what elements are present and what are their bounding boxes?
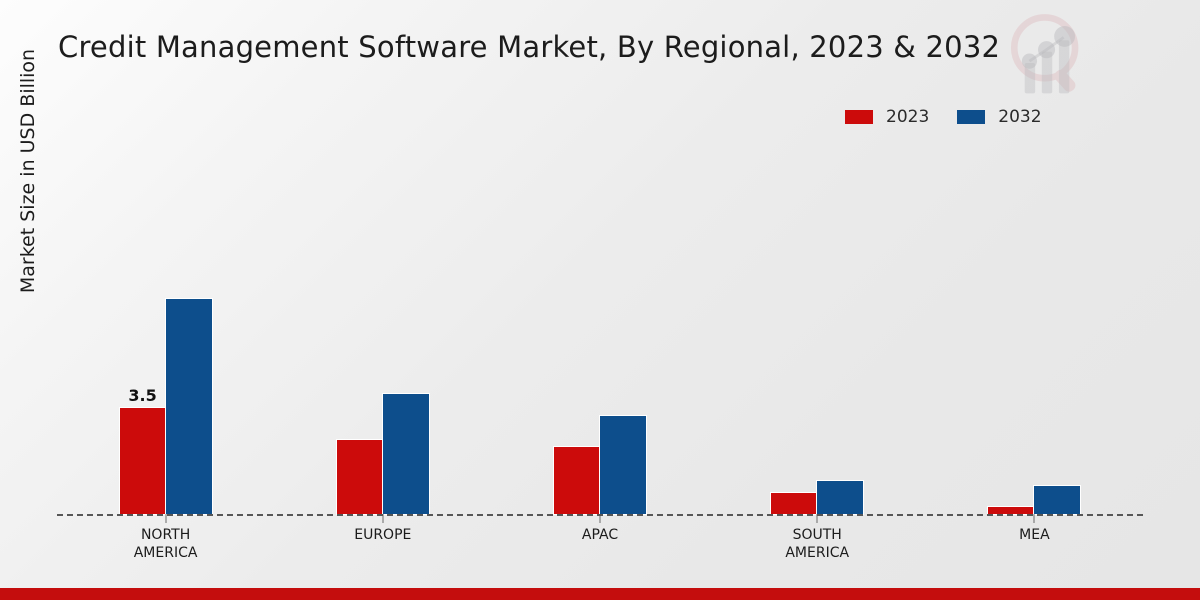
bar-groups: 3.5 NORTH AMERICA EUROPE APAC (57, 140, 1143, 561)
bars (709, 140, 926, 515)
bottom-accent-strip (0, 588, 1200, 600)
axis-tick (599, 514, 601, 523)
legend-label-2032: 2032 (998, 107, 1042, 127)
bar-2032-mea[interactable] (1033, 484, 1082, 516)
category-label-south-america: SOUTH AMERICA (785, 527, 850, 562)
legend-label-2023: 2023 (886, 107, 930, 127)
bar-2023-mea[interactable] (987, 505, 1036, 516)
bar-2023-europe[interactable] (335, 438, 384, 516)
legend-item-2032[interactable]: 2032 (957, 107, 1042, 127)
bar-2032-north-america[interactable] (164, 298, 213, 515)
axis-tick (165, 514, 167, 523)
bar-group-apac: APAC (491, 140, 708, 543)
category-label-apac: APAC (581, 527, 619, 543)
category-label-mea: MEA (1019, 527, 1050, 543)
bar-2032-south-america[interactable] (816, 480, 865, 515)
x-axis-baseline (57, 514, 1143, 516)
chart-legend: 2023 2032 (845, 107, 1042, 127)
bars (274, 140, 491, 516)
category-label-europe: EUROPE (354, 527, 412, 543)
legend-swatch-2032 (957, 110, 986, 124)
axis-tick (1033, 514, 1035, 523)
bar-2032-europe[interactable] (381, 393, 430, 515)
bar-2023-north-america[interactable]: 3.5 (118, 386, 167, 515)
bar-group-europe: EUROPE (274, 140, 491, 543)
category-label-north-america: NORTH AMERICA (133, 527, 198, 562)
bars (926, 140, 1143, 516)
y-axis-title: Market Size in USD Billion (17, 48, 39, 294)
bar-group-mea: MEA (926, 140, 1143, 543)
bar-2032-apac[interactable] (599, 415, 647, 515)
bar-2023-apac[interactable] (553, 445, 601, 516)
bar-2023-south-america[interactable] (770, 492, 819, 515)
axis-tick (816, 514, 818, 523)
axis-tick (382, 514, 384, 523)
bars: 3.5 (57, 140, 274, 515)
bar-value-label: 3.5 (128, 386, 157, 406)
legend-item-2023[interactable]: 2023 (845, 107, 929, 127)
bar-group-north-america: 3.5 NORTH AMERICA (57, 140, 274, 561)
legend-swatch-2023 (845, 110, 873, 124)
bars (491, 140, 708, 516)
bar-group-south-america: SOUTH AMERICA (709, 140, 926, 561)
chart-title: Credit Management Software Market, By Re… (58, 30, 1001, 64)
